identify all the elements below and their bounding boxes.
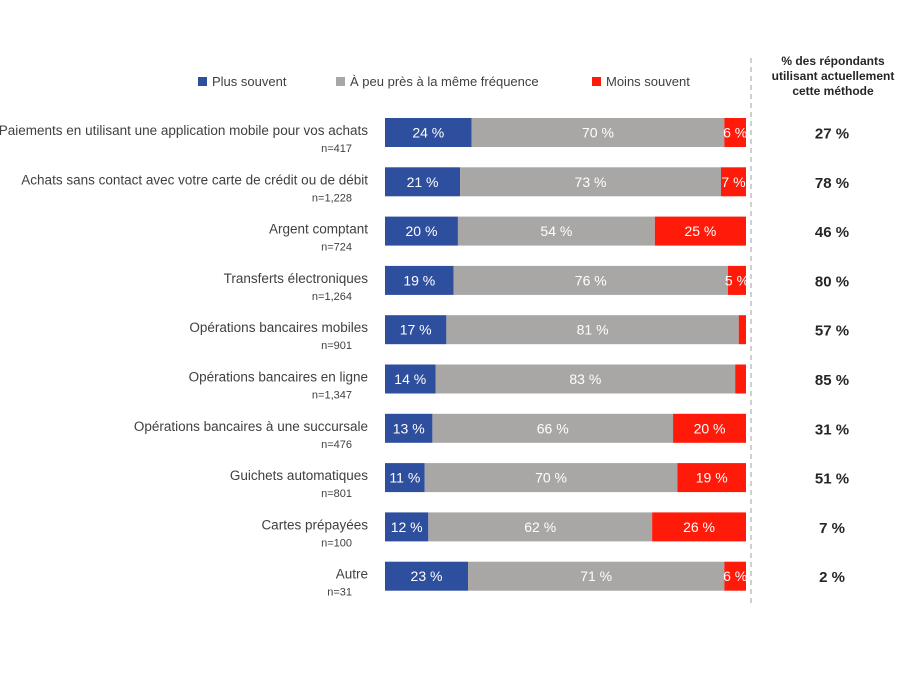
bar-segment xyxy=(385,216,458,246)
bar-segment xyxy=(724,118,746,147)
data-label: 25 % xyxy=(684,223,716,239)
bar-segment xyxy=(385,561,469,591)
bar-segment xyxy=(385,265,454,295)
legend-item-plus-souvent: Plus souvent xyxy=(198,74,286,89)
data-label: 21 % xyxy=(407,174,439,190)
bar-segment xyxy=(673,413,746,443)
legend-swatch-moins-souvent xyxy=(592,77,601,86)
data-label: 81 % xyxy=(577,322,609,338)
category-label: Argent comptant xyxy=(269,222,368,237)
bar-segment xyxy=(720,167,746,197)
side-column-value: 46 % xyxy=(815,224,849,241)
bar-segment xyxy=(385,118,472,147)
sample-size-label: n=901 xyxy=(321,340,352,352)
data-label: 19 % xyxy=(696,470,728,486)
sample-size-label: n=724 xyxy=(321,242,352,254)
legend-label-meme-frequence: À peu près à la même fréquence xyxy=(350,74,539,89)
data-label: 24 % xyxy=(412,125,444,141)
data-label: 12 % xyxy=(391,519,423,535)
data-label: 23 % xyxy=(411,568,443,584)
data-label: 70 % xyxy=(535,470,567,486)
data-label: 73 % xyxy=(575,174,607,190)
sample-size-label: n=1,264 xyxy=(312,291,352,303)
bar-segment xyxy=(652,512,746,542)
category-label: Opérations bancaires à une succursale xyxy=(134,419,368,434)
bar-segment xyxy=(385,167,461,197)
data-label: 76 % xyxy=(575,272,607,288)
sample-size-label: n=1,347 xyxy=(312,390,352,402)
data-label: 7 % xyxy=(721,174,745,190)
data-label: 71 % xyxy=(580,568,612,584)
bar-segment xyxy=(457,216,655,246)
bar-segment xyxy=(435,364,736,394)
bar-segment xyxy=(453,265,728,295)
bar-segment xyxy=(432,413,674,443)
legend-item-moins-souvent: Moins souvent xyxy=(592,74,690,89)
category-label: Autre xyxy=(336,567,368,582)
side-column-value: 31 % xyxy=(815,421,849,438)
bar-segment xyxy=(738,315,746,345)
data-label: 17 % xyxy=(400,322,432,338)
bar-segment xyxy=(735,364,746,394)
side-column-value: 51 % xyxy=(815,471,849,488)
side-column-value: 78 % xyxy=(815,175,849,192)
data-label: 19 % xyxy=(403,272,435,288)
side-column-value: 80 % xyxy=(815,273,849,290)
category-label: Achats sans contact avec votre carte de … xyxy=(21,172,368,187)
data-label: 66 % xyxy=(537,420,569,436)
side-column-value: 27 % xyxy=(815,126,849,143)
category-label: Transferts électroniques xyxy=(224,271,369,286)
bar-segment xyxy=(460,167,721,197)
data-label: 11 % xyxy=(389,470,420,486)
data-label: 5 % xyxy=(725,272,749,288)
category-label: Opérations bancaires mobiles xyxy=(189,320,368,335)
bar-segment xyxy=(385,413,433,443)
sample-size-label: n=1,228 xyxy=(312,192,352,204)
sample-size-label: n=801 xyxy=(321,488,352,500)
data-label: 70 % xyxy=(582,125,614,141)
category-label: Cartes prépayées xyxy=(261,517,368,532)
bar-segment xyxy=(385,315,447,345)
legend-swatch-plus-souvent xyxy=(198,77,207,86)
side-column-header: % des répondants utilisant actuellement … xyxy=(771,54,895,98)
category-label: Opérations bancaires en ligne xyxy=(189,370,368,385)
bar-segment xyxy=(385,512,429,542)
data-label: 6 % xyxy=(723,125,747,141)
bar-segment xyxy=(446,315,739,345)
side-column-value: 2 % xyxy=(819,569,845,586)
sample-size-label: n=31 xyxy=(327,587,352,599)
sample-size-label: n=476 xyxy=(321,439,352,451)
bar-segment xyxy=(385,463,425,493)
bar-segment xyxy=(424,463,678,493)
legend-label-moins-souvent: Moins souvent xyxy=(606,74,690,89)
data-label: 14 % xyxy=(394,371,426,387)
data-label: 13 % xyxy=(393,420,425,436)
data-label: 62 % xyxy=(524,519,556,535)
side-column-value: 7 % xyxy=(819,520,845,537)
bar-segment xyxy=(468,561,725,591)
sample-size-label: n=417 xyxy=(321,143,352,155)
legend-swatch-meme-frequence xyxy=(336,77,345,86)
bar-segment xyxy=(385,364,436,394)
data-label: 26 % xyxy=(683,519,715,535)
data-label: 54 % xyxy=(540,223,572,239)
side-column-value: 85 % xyxy=(815,372,849,389)
category-label: Paiements en utilisant une application m… xyxy=(0,123,368,138)
legend-label-plus-souvent: Plus souvent xyxy=(212,74,287,89)
data-label: 83 % xyxy=(569,371,601,387)
data-label: 6 % xyxy=(723,568,747,584)
bar-segment xyxy=(724,561,746,591)
bar-segment xyxy=(428,512,653,542)
bar-segment xyxy=(471,118,725,147)
legend-item-meme-frequence: À peu près à la même fréquence xyxy=(336,74,539,89)
bar-segment xyxy=(654,216,746,246)
data-label: 20 % xyxy=(694,420,726,436)
sample-size-label: n=100 xyxy=(321,537,352,549)
data-label: 20 % xyxy=(406,223,438,239)
side-column-value: 57 % xyxy=(815,323,849,340)
bar-segment xyxy=(727,265,746,295)
bar-segment xyxy=(677,463,746,493)
category-label: Guichets automatiques xyxy=(230,468,368,483)
